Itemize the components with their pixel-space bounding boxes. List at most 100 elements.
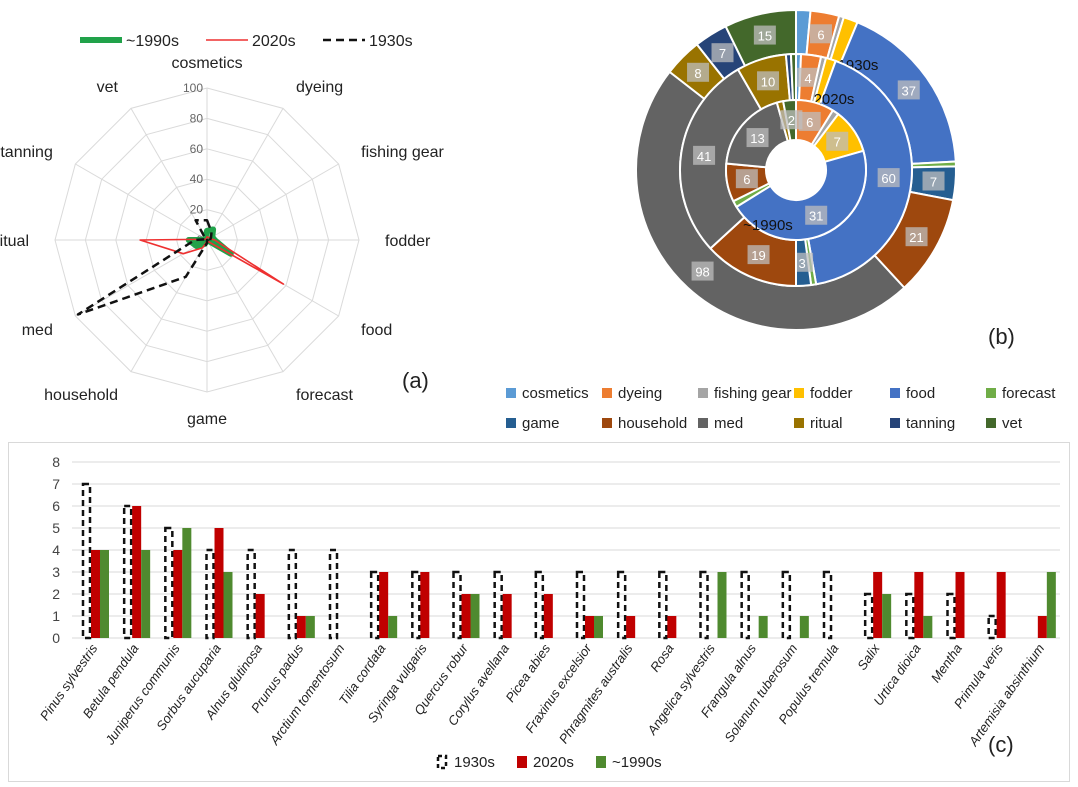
legend-label-vet: vet (1002, 415, 1023, 432)
bar-1930s-mentha (946, 592, 956, 640)
radar-category-label-vet: vet (97, 79, 119, 96)
radar-category-label-dyeing: dyeing (296, 79, 343, 96)
donut-legend-svg: cosmetics dyeing fishing gear fodder food for… (506, 385, 1056, 432)
radar-legend-label-1930s: 1930s (369, 33, 413, 50)
legend-label-cosmetics: cosmetics (522, 385, 589, 402)
donut-data-label: 6 (806, 115, 813, 130)
bar-legend-swatch-2020s (517, 756, 527, 768)
legend-label-ritual: ritual (810, 415, 843, 432)
bar-1990s-sorbus-aucuparia (223, 572, 233, 638)
legend-swatch-household (602, 418, 612, 428)
panel-label-b: (b) (988, 324, 1015, 349)
donut-data-label-box (922, 171, 945, 191)
bar-1990s-betula-pendula (141, 550, 151, 638)
bar-legend-label-1990s: ~1990s (612, 754, 662, 771)
radar-legend-label-2020s: 2020s (252, 33, 296, 50)
bar-y-tick-label: 8 (52, 454, 60, 470)
legend-label-household: household (618, 415, 687, 432)
bar-1990s-salix (882, 594, 892, 638)
bar-2020s-mentha (955, 572, 965, 638)
donut-data-label: 2 (788, 113, 795, 128)
bar-1930s-angelica-sylvestris (699, 570, 709, 640)
bar-y-tick-label: 1 (52, 608, 60, 624)
bar-x-tick-label-salix: Salix (854, 641, 883, 673)
donut-data-label: 10 (761, 74, 775, 89)
bar-2020s-salix (873, 572, 883, 638)
bar-legend-label-2020s: 2020s (533, 754, 574, 771)
bar-1990s-quercus-robur (470, 594, 480, 638)
donut-data-label: 60 (881, 171, 895, 186)
bar-2020s-fraxinus-excelsior (585, 616, 594, 638)
bar-1930s-frangula-alnus (740, 570, 750, 640)
bar-2020s-alnus-glutinosa (255, 594, 265, 638)
donut-data-label: 7 (930, 175, 937, 190)
panel-label-c: (c) (988, 732, 1014, 757)
bar-x-tick-label-mentha: Mentha (928, 641, 965, 685)
bar-2020s-picea-abies (543, 594, 553, 638)
donut-chart: 6 37 7 21 98 8 7 15 1930s 4 60 3 19 41 10 2020s 6 7 31 6 13 2… (630, 0, 1078, 370)
donut-data-label: 7 (834, 135, 841, 150)
legend-swatch-food (890, 388, 900, 398)
bar-2020s-quercus-robur (461, 594, 471, 638)
radar-tick-label: 40 (190, 172, 204, 186)
donut-data-label: 19 (751, 248, 765, 263)
legend-label-fodder: fodder (810, 385, 853, 402)
legend-swatch-cosmetics (506, 388, 516, 398)
donut-data-label: 15 (758, 29, 772, 44)
bar-2020s-sorbus-aucuparia (214, 528, 224, 638)
bar-chart: 0 1 2 3 4 5 6 7 8 Pinus sylvestris Betula pendula J… (8, 442, 1070, 782)
donut-data-label: 41 (697, 149, 711, 164)
bar-1990s-fraxinus-excelsior (594, 616, 603, 638)
legend-swatch-fodder (794, 388, 804, 398)
donut-data-label-box (780, 110, 803, 130)
bar-x-tick-label-arctium-tomentosum: Arctium tomentosum (266, 641, 347, 748)
radar-series-1930s (76, 218, 213, 316)
bar-chart-frame (8, 442, 1070, 782)
donut-data-label: 37 (902, 83, 916, 98)
bar-2020s-pinus-sylvestris (91, 550, 100, 638)
donut-data-label: 13 (750, 131, 764, 146)
radar-category-label-game: game (187, 411, 227, 428)
donut-legend: cosmetics dyeing fishing gear fodder food for… (500, 378, 1078, 450)
legend-label-dyeing: dyeing (618, 385, 662, 402)
bar-y-tick-label: 3 (52, 564, 60, 580)
bar-1930s-pinus-sylvestris (81, 482, 92, 640)
bar-1930s-betula-pendula (122, 504, 133, 640)
donut-data-label-box (711, 43, 734, 63)
bar-1990s-frangula-alnus (758, 616, 768, 638)
donut-data-label-box (805, 205, 828, 225)
donut-data-label-box (877, 168, 900, 188)
legend-swatch-med (698, 418, 708, 428)
bar-1930s-corylus-avellana (493, 570, 503, 640)
radar-category-label-fishing-gear: fishing gear (361, 144, 444, 161)
legend-swatch-fishing-gear (698, 388, 708, 398)
bar-y-tick-label: 7 (52, 476, 60, 492)
radar-tick-label: 60 (190, 142, 204, 156)
donut-data-label: 98 (695, 265, 709, 280)
bar-y-tick-label: 2 (52, 586, 60, 602)
donut-data-label: 6 (743, 172, 750, 187)
donut-data-label-box (757, 71, 780, 91)
bar-1990s-urtica-dioica (923, 616, 933, 638)
radar-chart: 0 20 40 60 80 100 cosmetics dyeing fishing gear f… (0, 0, 470, 440)
bar-legend-swatch-1930s (436, 754, 448, 770)
radar-category-label-ritual: ritual (0, 233, 29, 250)
bar-1930s-primula-veris (987, 614, 997, 640)
bar-1990s-angelica-sylvestris (717, 572, 727, 638)
donut-data-label-box (797, 67, 820, 87)
legend-swatch-game (506, 418, 516, 428)
bar-1930s-populus-tremula (822, 570, 833, 640)
donut-data-label-box (897, 80, 920, 100)
bar-2020s-betula-pendula (132, 506, 142, 638)
bar-2020s-syringa-vulgaris (420, 572, 430, 638)
bar-y-tick-label: 4 (52, 542, 60, 558)
donut-data-label-box (693, 145, 716, 165)
legend-swatch-vet (986, 418, 996, 428)
radar-category-label-fodder: fodder (385, 233, 431, 250)
bar-1930s-fraxinus-excelsior (575, 570, 586, 640)
radar-tick-label: 20 (190, 203, 204, 217)
donut-data-label-box (809, 24, 832, 44)
legend-swatch-ritual (794, 418, 804, 428)
radar-category-label-forecast: forecast (296, 387, 353, 404)
